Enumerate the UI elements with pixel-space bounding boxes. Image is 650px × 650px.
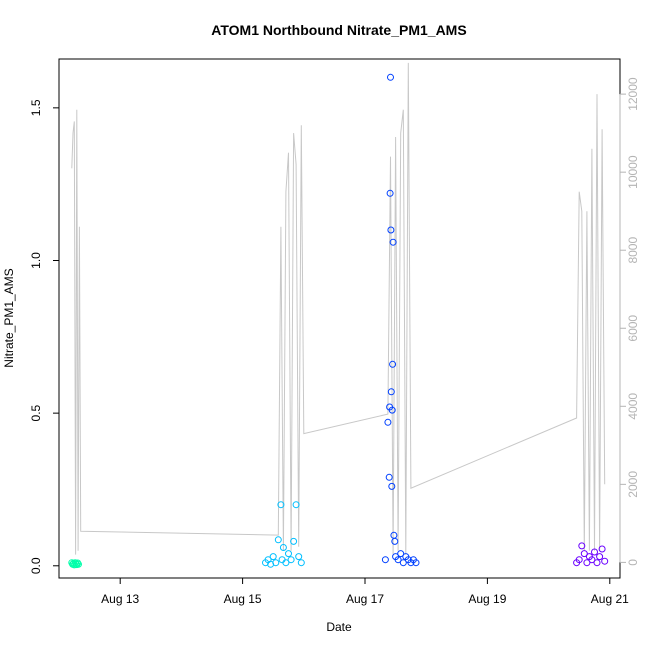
y-axis: 0.0 0.5 1.0 1.5 [29, 99, 60, 574]
y-tick-label: 0.0 [29, 557, 43, 574]
y2-tick-label: 2000 [626, 471, 640, 498]
data-point [295, 553, 303, 561]
y2-tick-label: 10000 [626, 155, 640, 189]
data-point [269, 553, 277, 561]
x-tick-label: Aug 17 [346, 592, 384, 606]
y2-tick-label: 4000 [626, 393, 640, 420]
x-tick-label: Aug 21 [591, 592, 629, 606]
data-point [282, 559, 290, 567]
data-point [412, 559, 420, 567]
data-point [389, 360, 397, 368]
y-tick-label: 1.0 [29, 252, 43, 269]
data-point [387, 388, 395, 396]
x-axis-label: Date [326, 620, 352, 634]
y2-tick-label: 12000 [626, 77, 640, 111]
x-tick-label: Aug 19 [468, 592, 506, 606]
y2-axis: 0 2000 4000 6000 8000 10000 12000 [619, 77, 640, 566]
data-point [593, 559, 601, 567]
data-point [394, 556, 402, 564]
data-point [381, 556, 389, 564]
data-point [578, 542, 586, 550]
y-tick-label: 0.5 [29, 404, 43, 421]
data-point [292, 501, 300, 509]
points-group [68, 73, 609, 569]
data-point [75, 560, 82, 568]
data-point [385, 473, 393, 481]
y-axis-label: Nitrate_PM1_AMS [2, 268, 16, 367]
data-point [72, 560, 80, 568]
y2-tick-label: 8000 [626, 237, 640, 264]
data-point [598, 545, 606, 553]
data-point [388, 406, 396, 414]
y2-tick-label: 6000 [626, 315, 640, 342]
data-point [388, 482, 396, 490]
data-point [588, 556, 596, 564]
data-point [285, 550, 292, 558]
data-point [272, 559, 280, 567]
data-point [575, 556, 583, 564]
data-point [386, 189, 394, 197]
data-point [591, 548, 598, 556]
y2-tick-label: 0 [626, 559, 640, 566]
altitude-line [71, 62, 606, 555]
data-point [397, 550, 405, 558]
x-tick-label: Aug 15 [224, 592, 262, 606]
data-point [391, 537, 399, 545]
data-point [274, 536, 282, 544]
x-tick-label: Aug 13 [101, 592, 139, 606]
data-point [389, 238, 397, 246]
x-axis: Aug 13 Aug 15 Aug 17 Aug 19 Aug 21 [101, 577, 629, 606]
data-point [279, 544, 287, 551]
data-point [580, 550, 588, 558]
data-point [384, 418, 392, 426]
data-point [290, 537, 298, 545]
data-point [277, 501, 285, 509]
data-point [387, 226, 395, 234]
chart-title: ATOM1 Northbound Nitrate_PM1_AMS [211, 22, 466, 38]
data-point [399, 559, 407, 567]
y-tick-label: 1.5 [29, 99, 43, 116]
data-point [71, 559, 79, 567]
data-point [601, 557, 609, 565]
data-point [297, 559, 305, 567]
data-point [387, 73, 394, 81]
data-point [596, 553, 604, 561]
data-point [583, 559, 591, 567]
altitude-line-group [71, 62, 606, 555]
data-point [287, 556, 295, 564]
data-point [74, 559, 82, 567]
